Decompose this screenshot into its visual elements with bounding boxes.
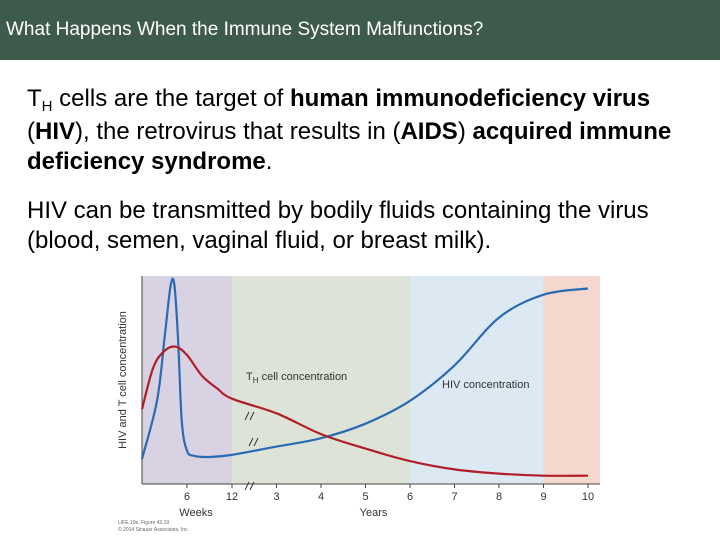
text-part: ( xyxy=(27,118,35,145)
break-mark xyxy=(249,481,255,491)
stage-band-aids xyxy=(543,276,600,484)
chart-labels: HIV and T cell concentration TH cell conc… xyxy=(117,311,529,533)
text-part: ), the retrovirus that results in ( xyxy=(75,118,401,145)
bold-term-aids: AIDS xyxy=(400,118,458,145)
stage-bands xyxy=(142,276,600,484)
x-axis-label-years: Years xyxy=(360,507,388,519)
hiv-chart: 6 12 3 4 5 6 7 8 9 10 HIV and T cell concentratio… xyxy=(117,276,600,533)
paragraph-transmission: HIV can be transmitted by bodily fluids … xyxy=(27,197,649,254)
text-part: cells are the target of xyxy=(52,85,290,112)
bold-term-hiv-full: human immunodeficiency virus xyxy=(289,85,651,112)
t-letter: T xyxy=(27,85,42,112)
x-tick-label: 12 xyxy=(226,491,238,503)
chart-axes: 6 12 3 4 5 6 7 8 9 10 xyxy=(141,276,600,503)
bold-term-hiv: HIV xyxy=(35,118,76,145)
y-axis-label: HIV and T cell concentration xyxy=(117,311,129,449)
break-mark xyxy=(249,411,255,421)
stage-band-symptomatic xyxy=(410,276,544,484)
bold-term-aids-full: acquired immune deficiency syndrome xyxy=(27,118,672,175)
paragraph-th-cells: TH cells are the target of human immunod… xyxy=(27,84,697,177)
x-tick-label: 3 xyxy=(273,491,279,503)
x-axis-label-weeks: Weeks xyxy=(179,507,213,519)
tcell-concentration-line xyxy=(140,345,589,477)
copyright-credit: © 2014 Sinauer Associates, Inc. xyxy=(118,526,189,533)
break-mark xyxy=(244,411,250,421)
text-part: . xyxy=(265,148,273,175)
title-bar: What Happens When the Immune System Malf… xyxy=(0,0,720,62)
x-tick-label: 10 xyxy=(582,491,594,503)
x-tick-label: 4 xyxy=(318,491,324,503)
text-part: ) xyxy=(457,118,473,145)
hiv-concentration-line xyxy=(140,277,589,460)
figure-credit: LIFE 10e, Figure 42.19 xyxy=(118,520,169,526)
x-tick-label: 8 xyxy=(496,491,502,503)
break-mark xyxy=(244,481,250,491)
x-tick-label: 6 xyxy=(407,491,413,503)
x-tick-label: 7 xyxy=(451,491,457,503)
hiv-series-label: HIV concentration xyxy=(442,379,529,391)
tcell-series-label: TH cell concentration xyxy=(246,371,347,385)
x-tick-label: 9 xyxy=(540,491,546,503)
chart-lines xyxy=(140,277,589,477)
break-mark xyxy=(253,437,259,447)
break-mark xyxy=(248,437,254,447)
slide-title: What Happens When the Immune System Malf… xyxy=(6,19,484,40)
h-subscript: H xyxy=(41,98,53,115)
x-tick-label: 5 xyxy=(362,491,368,503)
x-tick-label: 6 xyxy=(184,491,190,503)
